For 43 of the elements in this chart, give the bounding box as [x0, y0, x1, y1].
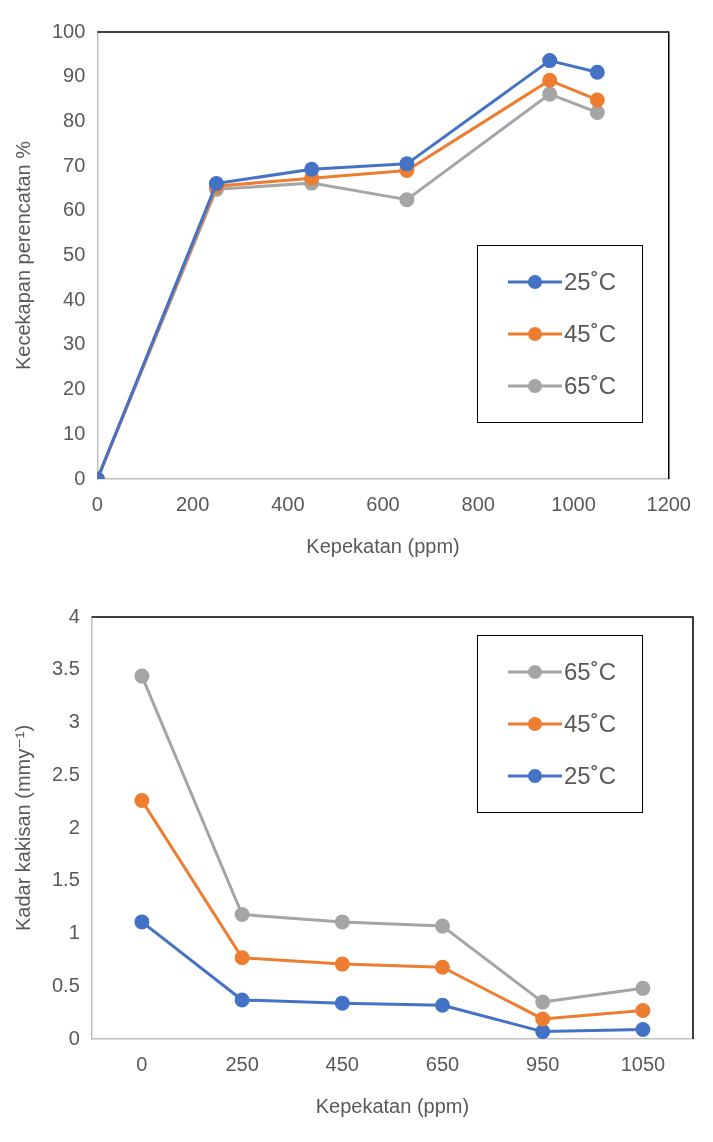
y-axis-title: Kecekapan perencatan % [11, 140, 34, 371]
y-axis-title: Kadar kakisan (mmy⁻¹) [11, 724, 34, 932]
y-tick-label: 20 [63, 377, 86, 400]
legend-label: 65˚C [563, 372, 616, 400]
y-tick-label: 1.5 [51, 868, 80, 891]
x-tick-label: 200 [175, 492, 210, 515]
legend-label: 25˚C [563, 762, 616, 790]
y-tick-label: 2.5 [51, 762, 80, 785]
y-tick-label: 0 [68, 1026, 80, 1049]
legend-label: 25˚C [563, 268, 616, 296]
legend-label: 45˚C [563, 320, 616, 348]
x-tick-label: 0 [91, 492, 103, 515]
x-tick-label: 0 [136, 1052, 148, 1075]
y-tick-label: 3.5 [51, 657, 80, 680]
y-tick-label: 1 [68, 921, 80, 944]
y-tick-label: 30 [63, 332, 86, 355]
x-tick-label: 600 [366, 492, 400, 515]
x-tick-label: 250 [225, 1052, 259, 1075]
x-tick-label: 800 [461, 492, 495, 515]
y-tick-label: 2 [68, 815, 80, 838]
legend-label: 65˚C [563, 658, 616, 686]
x-tick-label: 400 [271, 492, 305, 515]
x-tick-label: 950 [526, 1052, 560, 1075]
y-tick-label: 50 [63, 243, 86, 266]
y-tick-label: 80 [63, 108, 86, 131]
y-tick-label: 40 [63, 287, 86, 310]
x-axis-title: Kepekatan (ppm) [306, 534, 460, 557]
y-tick-label: 90 [63, 64, 86, 87]
y-tick-label: 0.5 [51, 973, 80, 996]
legend-label: 45˚C [563, 710, 616, 738]
x-tick-label: 1050 [620, 1052, 666, 1075]
y-tick-label: 10 [63, 421, 86, 444]
y-tick-label: 60 [63, 198, 86, 221]
y-tick-label: 3 [68, 710, 80, 733]
x-tick-label: 650 [425, 1052, 460, 1075]
x-tick-label: 1200 [646, 492, 691, 515]
x-axis-title: Kepekatan (ppm) [315, 1094, 470, 1117]
y-tick-label: 0 [74, 466, 86, 489]
y-tick-label: 4 [68, 604, 80, 627]
y-tick-label: 70 [63, 153, 86, 176]
y-tick-label: 100 [51, 19, 86, 42]
x-tick-label: 450 [325, 1052, 359, 1075]
x-tick-label: 1000 [551, 492, 596, 515]
